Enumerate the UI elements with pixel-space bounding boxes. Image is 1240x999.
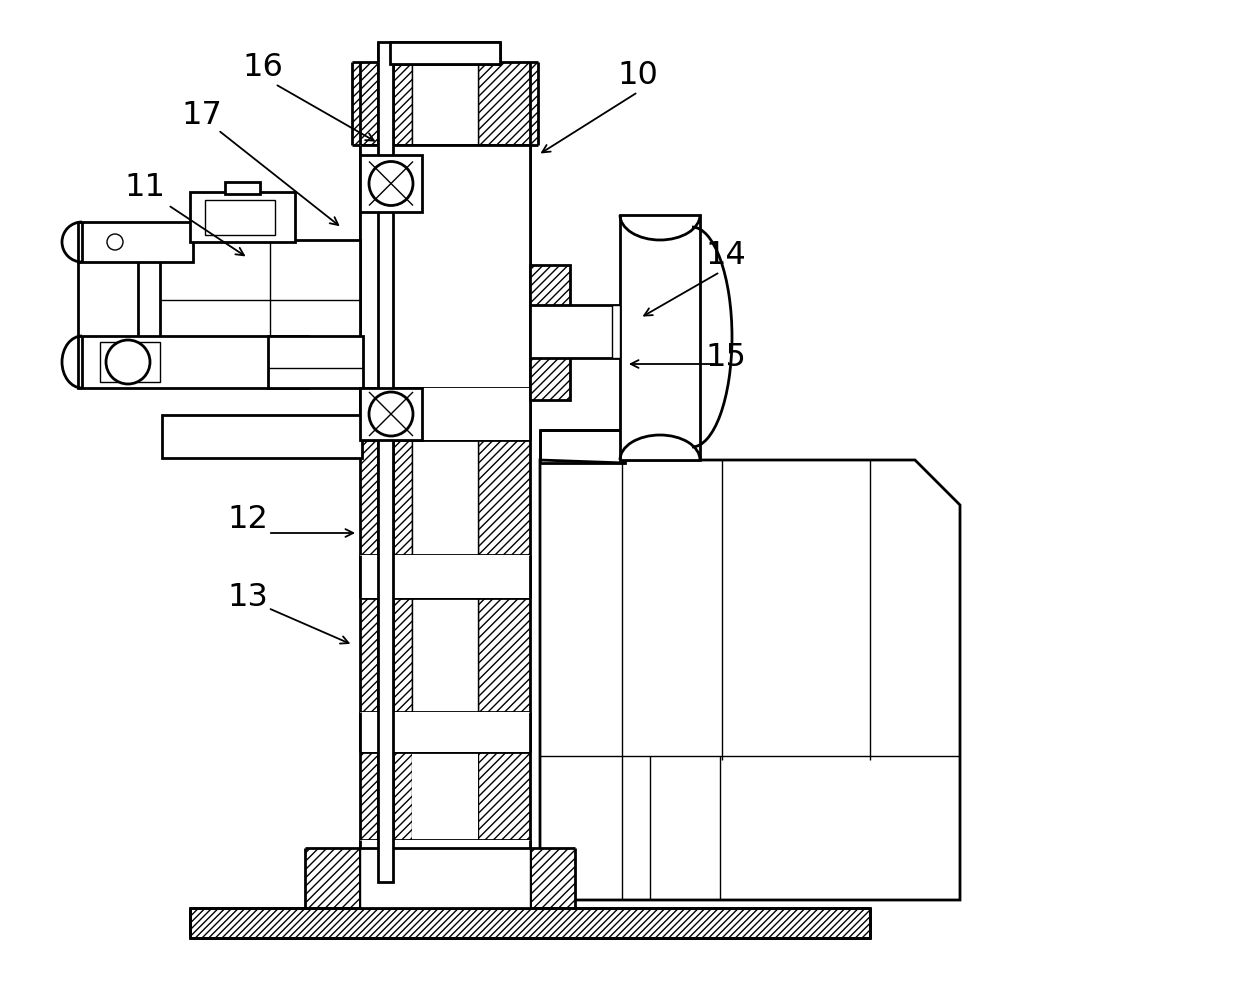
Text: 12: 12	[227, 504, 269, 535]
Text: 10: 10	[618, 60, 658, 91]
Bar	[352, 62, 538, 145]
Bar	[268, 336, 363, 388]
Circle shape	[107, 234, 123, 250]
Text: 11: 11	[124, 173, 165, 204]
Bar	[78, 222, 193, 262]
Bar	[305, 848, 575, 908]
Circle shape	[370, 162, 413, 206]
Bar	[529, 305, 640, 358]
Bar	[360, 155, 422, 212]
Bar	[360, 712, 529, 752]
Bar	[613, 305, 620, 358]
Circle shape	[370, 392, 413, 436]
Text: 13: 13	[228, 582, 268, 613]
Bar	[360, 848, 529, 908]
Polygon shape	[539, 460, 960, 900]
Bar	[160, 240, 360, 368]
Bar	[412, 598, 477, 712]
Bar	[529, 355, 570, 400]
Bar	[205, 200, 275, 235]
Text: 17: 17	[181, 101, 222, 132]
Bar	[477, 62, 529, 908]
Bar	[224, 182, 260, 194]
Bar	[360, 440, 529, 555]
Bar	[100, 342, 160, 382]
Bar	[620, 215, 701, 460]
Bar	[190, 192, 295, 242]
Bar	[162, 415, 362, 458]
Bar	[412, 62, 477, 908]
Text: 15: 15	[706, 343, 746, 374]
Bar	[539, 430, 625, 463]
Bar	[360, 145, 529, 388]
Bar	[360, 62, 412, 908]
Bar	[78, 336, 308, 388]
Bar	[529, 265, 570, 310]
Bar	[412, 62, 477, 145]
Bar	[360, 388, 529, 440]
Bar	[360, 598, 529, 712]
Text: 16: 16	[243, 53, 284, 84]
Bar	[360, 555, 529, 598]
Bar	[360, 840, 529, 908]
Bar	[412, 752, 477, 840]
Text: 14: 14	[706, 241, 746, 272]
Bar	[190, 908, 870, 938]
Bar	[360, 752, 529, 840]
Bar	[391, 42, 500, 64]
Bar	[360, 388, 422, 440]
Bar	[412, 440, 477, 555]
Bar	[378, 42, 393, 882]
Circle shape	[105, 340, 150, 384]
